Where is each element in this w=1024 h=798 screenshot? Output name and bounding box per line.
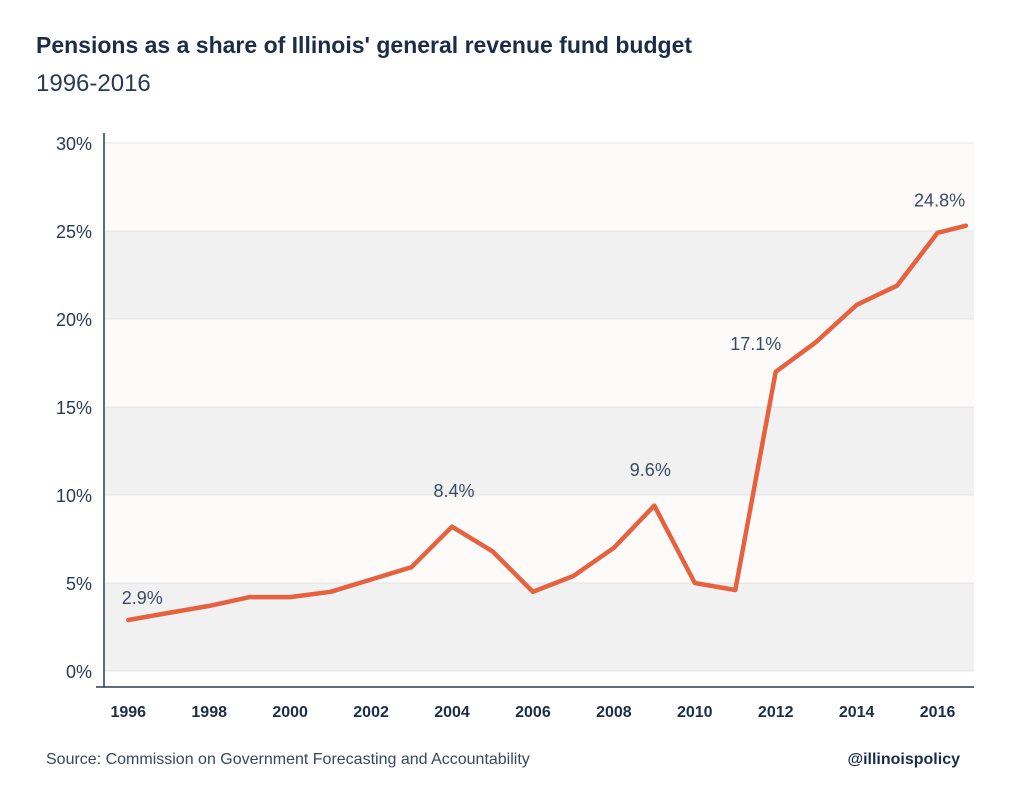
series-line — [126, 223, 969, 623]
y-tick-label: 10% — [56, 486, 92, 506]
gridlines — [104, 142, 974, 672]
y-tick-label: 20% — [56, 310, 92, 330]
x-tick-label: 2004 — [434, 704, 470, 721]
x-tick-label: 2002 — [353, 704, 389, 721]
x-tick-label: 2008 — [596, 704, 632, 721]
data-label: 2.9% — [122, 588, 163, 608]
data-label: 17.1% — [730, 334, 781, 354]
background-band — [104, 583, 974, 671]
social-handle[interactable]: @illinoispolicy — [847, 751, 960, 768]
background-band — [104, 407, 974, 495]
background-band — [104, 495, 974, 583]
x-tick-labels: 1996 1998 2000 2002 2004 2006 2008 2010 2012 2014… — [110, 704, 955, 721]
x-tick-label: 1998 — [191, 704, 227, 721]
x-tick-label: 2000 — [272, 704, 308, 721]
y-tick-label: 0% — [66, 662, 92, 682]
chart-subtitle: 1996-2016 — [36, 70, 151, 97]
x-tick-label: 2016 — [920, 704, 956, 721]
background-band — [104, 143, 974, 231]
y-tick-label: 5% — [66, 574, 92, 594]
x-tick-label: 2012 — [758, 704, 794, 721]
x-tick-label: 2014 — [839, 704, 875, 721]
data-label: 9.6% — [630, 460, 671, 480]
background-bands — [104, 143, 974, 671]
y-tick-labels: 0% 5% 10% 15% 20% 25% 30% — [56, 134, 92, 682]
y-tick-label: 30% — [56, 134, 92, 154]
background-band — [104, 231, 974, 319]
x-tick-label: 1996 — [110, 704, 146, 721]
x-tick-label: 2010 — [677, 704, 713, 721]
x-tick-label: 2006 — [515, 704, 551, 721]
y-tick-label: 25% — [56, 222, 92, 242]
data-label: 8.4% — [433, 481, 474, 501]
background-band — [104, 319, 974, 407]
y-tick-label: 15% — [56, 398, 92, 418]
data-labels: 2.9% 8.4% 9.6% 17.1% 24.8% — [122, 191, 965, 608]
source-note: Source: Commission on Government Forecas… — [46, 751, 530, 768]
data-label: 24.8% — [914, 191, 965, 211]
chart-title: Pensions as a share of Illinois' general… — [36, 32, 693, 58]
